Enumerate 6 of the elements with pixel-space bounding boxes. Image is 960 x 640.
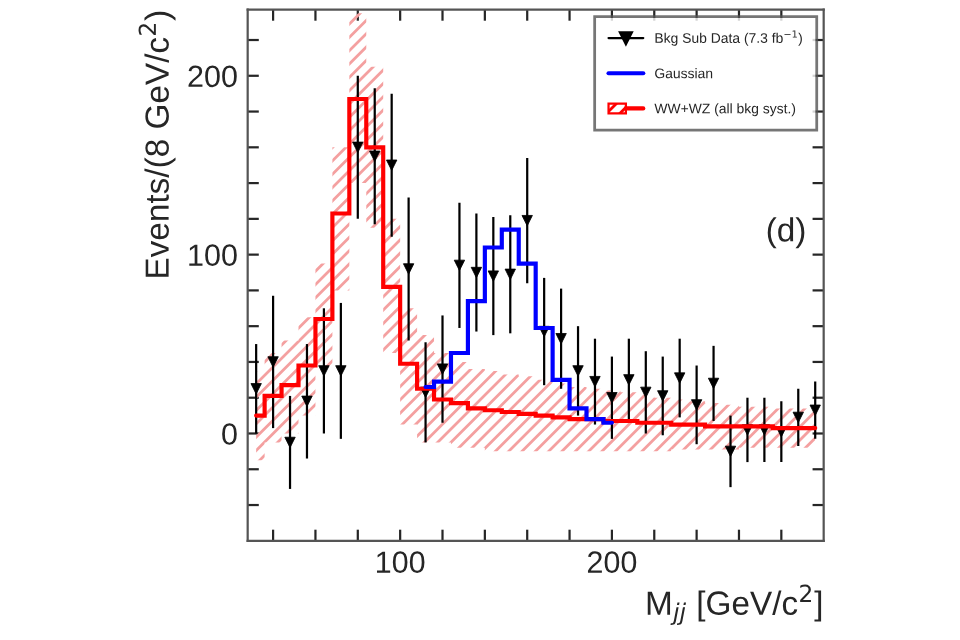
y-tick-label: 200 <box>188 65 237 88</box>
y-tick-label: 0 <box>222 423 237 445</box>
y-axis-title: Events/(8 GeV/c$^{2}$) <box>138 11 176 277</box>
annotation: (d) <box>767 217 805 249</box>
x-axis-title: M$_{jj}$ [GeV/c$^{2}$] <box>647 584 822 625</box>
y-tick-label: 100 <box>189 244 237 266</box>
